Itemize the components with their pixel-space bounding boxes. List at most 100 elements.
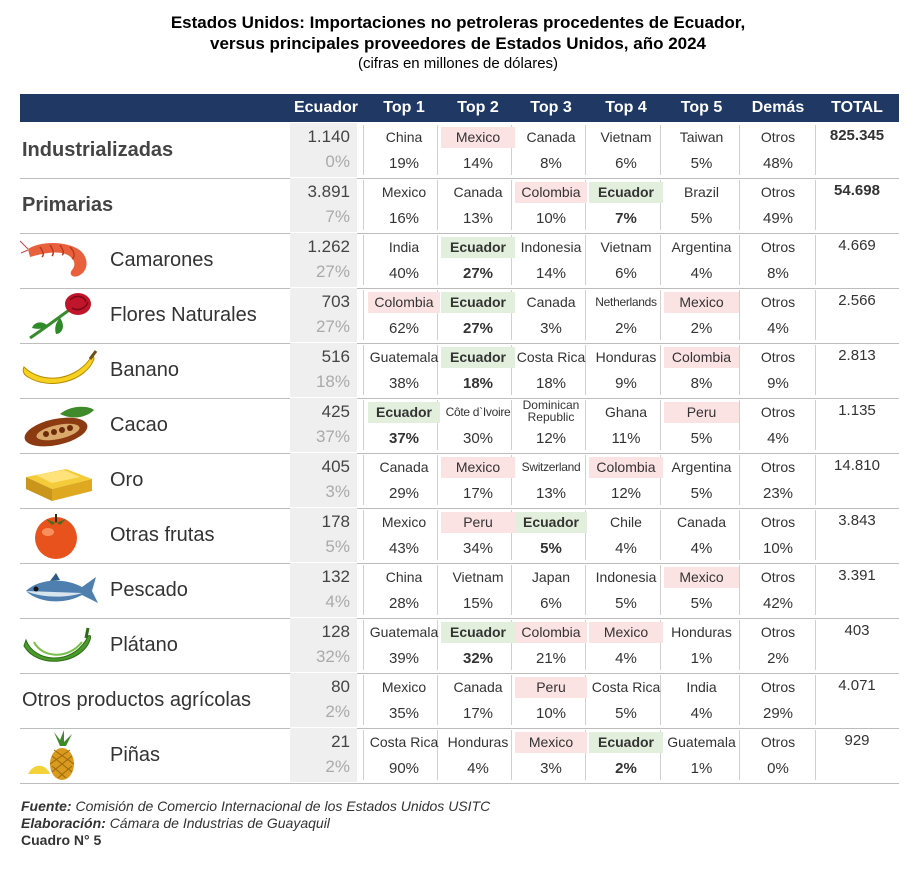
ecuador-value: 425 [321,402,350,421]
supplier-country: Mexico [589,622,663,643]
supplier-country: Guatemala [667,734,736,750]
others-share: 2% [767,650,789,667]
ecuador-column-bg [290,673,357,727]
supplier-country: Peru [664,402,739,423]
table-row: Piñas 21 2% Costa Rica 90% Honduras 4% Mexico 3%… [20,728,899,784]
supplier-country: Guatemala [369,624,439,640]
column-divider [363,565,364,615]
column-divider [815,455,816,505]
column-divider [585,565,586,615]
supplier-share: 5% [690,155,713,172]
row-label: Otros productos agrícolas [22,689,251,711]
supplier-country: Ecuador [515,512,587,533]
supplier-share: 19% [388,155,420,172]
column-divider [511,400,512,450]
supplier-share: 13% [535,485,567,502]
gold-bar-icon [20,455,100,505]
supplier-country: Dominican Republic [515,399,587,425]
supplier-country: Colombia [368,292,440,313]
column-divider [511,125,512,175]
supplier-country: Ghana [604,404,648,420]
supplier-share: 2% [615,320,637,337]
supplier-country: Canada [676,514,727,530]
row-total: 403 [844,622,870,639]
column-divider [585,125,586,175]
source-text: Comisión de Comercio Internacional de lo… [75,798,491,814]
column-divider [815,345,816,395]
supplier-country: Guatemala [369,349,439,365]
supplier-share: 3% [540,320,562,337]
supplier-country: China [385,129,423,145]
others-label: Otros [760,679,796,695]
ecuador-value: 405 [321,457,350,476]
title-units: (cifras en millones de dólares) [357,55,559,72]
supplier-country-line: Dominican [522,398,580,412]
supplier-country: Mexico [441,127,515,148]
supplier-country: Switzerland [521,460,581,474]
column-divider [660,455,661,505]
others-share: 4% [767,320,789,337]
supplier-share: 15% [462,595,494,612]
column-divider [739,345,740,395]
column-divider [815,400,816,450]
supplier-country: Peru [515,677,587,698]
table-row: Plátano 128 32% Guatemala 39% Ecuador 32% Colom… [20,618,899,674]
column-divider [739,455,740,505]
column-divider [437,125,438,175]
column-divider [585,455,586,505]
column-divider [511,620,512,670]
supplier-country: China [385,569,423,585]
supplier-share: 90% [388,760,420,777]
supplier-country: Costa Rica [369,734,439,750]
supplier-share: 4% [615,540,637,557]
supplier-share: 4% [690,265,713,282]
row-total: 4.669 [838,237,876,254]
column-divider [660,730,661,780]
row-label: Industrializadas [22,139,174,161]
supplier-country: India [686,679,717,695]
row-total: 825.345 [829,127,885,144]
supplier-share: 14% [535,265,567,282]
ecuador-column-bg [290,343,357,397]
pineapple-icon [20,730,100,780]
column-divider [511,510,512,560]
supplier-country: Honduras [671,624,732,640]
column-divider [363,400,364,450]
column-divider [660,400,661,450]
column-divider [437,620,438,670]
supplier-share: 27% [462,265,494,282]
supplier-country: Vietnam [452,569,504,585]
supplier-share: 5% [615,705,637,722]
ecuador-value: 178 [321,512,350,531]
ecuador-value: 128 [321,622,350,641]
supplier-share: 62% [388,320,420,337]
supplier-share: 4% [690,540,713,557]
table-footer: Fuente: Comisión de Comercio Internacion… [21,798,490,849]
others-label: Otros [760,569,796,585]
supplier-country: Ecuador [368,402,440,423]
ecuador-share: 37% [315,427,350,446]
table-row: Flores Naturales 703 27% Colombia 62% Ecuador… [20,288,899,344]
column-divider [815,510,816,560]
others-share: 10% [762,540,794,557]
title-line-1: Estados Unidos: Importaciones no petrole… [170,13,746,32]
ecuador-value: 516 [321,347,350,366]
ecuador-column-bg [290,123,357,177]
row-total: 4.071 [838,677,876,694]
column-divider [511,180,512,230]
table-row: Cacao 425 37% Ecuador 37% Côte d`Ivoire 30% Dom… [20,398,899,454]
ecuador-share: 4% [325,592,350,611]
table-row: Primarias 3.891 7% Mexico 16% Canada 13% Colomb… [20,178,899,234]
supplier-share: 27% [462,320,494,337]
supplier-share: 18% [535,375,567,392]
column-divider [363,675,364,725]
supplier-country: Canada [526,129,576,145]
row-total: 3.843 [838,512,876,529]
supplier-share: 3% [540,760,562,777]
supplier-share: 37% [388,430,420,447]
row-total: 929 [844,732,870,749]
column-divider [660,125,661,175]
column-divider [363,345,364,395]
supplier-share: 1% [690,760,713,777]
supplier-share: 38% [388,375,420,392]
